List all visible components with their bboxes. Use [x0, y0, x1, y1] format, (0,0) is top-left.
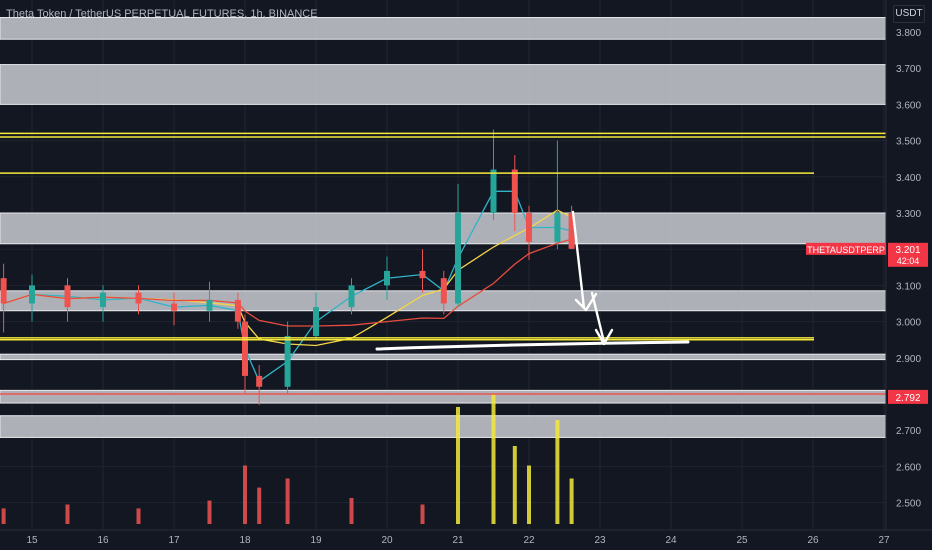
drawn-arrow-2 — [590, 291, 614, 346]
candlesticks — [0, 129, 575, 405]
drawn-arrows — [375, 210, 690, 351]
drawn-support-line — [375, 340, 690, 351]
volume-bar-6 — [285, 478, 290, 524]
candle-body-6 — [206, 299, 213, 311]
y-tick-2: 3.600 — [896, 100, 921, 111]
volume-bar-12 — [527, 465, 531, 524]
y-tick-3: 3.500 — [896, 137, 921, 148]
candle-body-3 — [100, 292, 106, 308]
candle-body-20 — [554, 213, 561, 242]
zone-5 — [0, 389, 887, 404]
candle-body-21 — [568, 213, 575, 249]
y-tick-13: 2.500 — [896, 499, 921, 510]
zone-2 — [0, 212, 887, 245]
x-tick-8: 23 — [594, 535, 606, 546]
last-price-symbol-bg — [806, 242, 886, 255]
last-price-symbol: THETAUSDTPERP — [807, 245, 885, 255]
volume-bar-5 — [257, 487, 262, 524]
x-tick-4: 19 — [310, 535, 322, 546]
y-tick-1: 3.700 — [896, 64, 921, 75]
horizontal-levels — [0, 132, 886, 395]
x-tick-0: 15 — [26, 535, 38, 546]
volume-bar-2 — [136, 508, 141, 524]
last-price-countdown: 42:04 — [897, 256, 920, 266]
candle-body-10 — [284, 336, 291, 387]
price-axis[interactable]: 3.8003.7003.6003.5003.4003.3003.2003.100… — [885, 0, 932, 550]
x-tick-1: 16 — [97, 535, 109, 546]
time-axis[interactable]: 15 16 17 18 19 20 21 22 23 24 25 26 27 — [0, 529, 932, 550]
y-tick-11: 2.700 — [896, 426, 921, 437]
volume-bar-13 — [555, 420, 560, 524]
volume-bar-10 — [491, 394, 496, 524]
candle-body-11 — [313, 307, 319, 337]
x-tick-10: 25 — [736, 535, 748, 546]
last-price-value: 3.201 — [895, 245, 920, 256]
candle-body-17 — [490, 169, 497, 213]
y-tick-7: 3.100 — [896, 281, 921, 292]
volume-bar-14 — [569, 478, 574, 524]
y-tick-0: 3.800 — [896, 28, 921, 39]
volume-bar-7 — [349, 498, 354, 524]
marked-price-bg — [888, 389, 928, 404]
volume-bar-1 — [65, 504, 70, 524]
candle-body-18 — [511, 169, 518, 213]
volume-bar-0 — [1, 508, 6, 524]
currency-badge[interactable]: USDT — [893, 5, 925, 23]
marked-price-value: 2.792 — [895, 393, 920, 404]
candle-body-13 — [384, 270, 390, 286]
x-tick-2: 17 — [168, 535, 180, 546]
zone-1 — [0, 64, 887, 105]
x-tick-3: 18 — [239, 535, 251, 546]
volume-bar-9 — [456, 407, 460, 524]
x-tick-7: 22 — [523, 535, 535, 546]
volume-bar-8 — [420, 504, 425, 524]
y-tick-8: 3.000 — [896, 318, 921, 329]
candle-body-19 — [526, 213, 532, 242]
x-tick-12: 27 — [878, 535, 890, 546]
candle-body-0 — [0, 278, 7, 304]
candle-body-9 — [256, 375, 263, 387]
volume-bar-3 — [207, 500, 212, 524]
y-tick-12: 2.600 — [896, 462, 921, 473]
candle-body-15 — [440, 278, 447, 304]
candle-body-1 — [29, 285, 35, 304]
x-tick-6: 21 — [452, 535, 464, 546]
volume-bars — [1, 394, 574, 524]
ma-fast-line — [3, 190, 572, 383]
x-tick-5: 20 — [381, 535, 393, 546]
y-tick-5: 3.300 — [896, 209, 921, 220]
volume-bar-4 — [243, 465, 247, 524]
time-axis-bg — [0, 530, 932, 550]
candle-body-7 — [234, 299, 241, 322]
moving-averages — [3, 190, 572, 383]
candle-body-14 — [419, 270, 426, 279]
volume-bar-11 — [512, 446, 517, 524]
x-tick-11: 26 — [807, 535, 819, 546]
price-axis-bg — [886, 0, 932, 550]
candle-body-2 — [64, 285, 71, 308]
y-tick-9: 2.900 — [896, 354, 921, 365]
candle-body-5 — [171, 303, 177, 311]
y-tick-4: 3.400 — [896, 173, 921, 184]
zone-6 — [0, 415, 887, 438]
candle-body-16 — [455, 213, 461, 304]
last-price-bg — [888, 242, 928, 267]
zone-0 — [0, 17, 887, 40]
candle-body-8 — [242, 321, 248, 376]
chart-title: Theta Token / TetherUS PERPETUAL FUTURES… — [6, 8, 318, 20]
ma-slow-line — [3, 238, 572, 327]
candle-body-12 — [348, 285, 355, 308]
candle-body-4 — [135, 292, 142, 304]
x-tick-9: 24 — [665, 535, 677, 546]
zone-4 — [0, 353, 887, 361]
